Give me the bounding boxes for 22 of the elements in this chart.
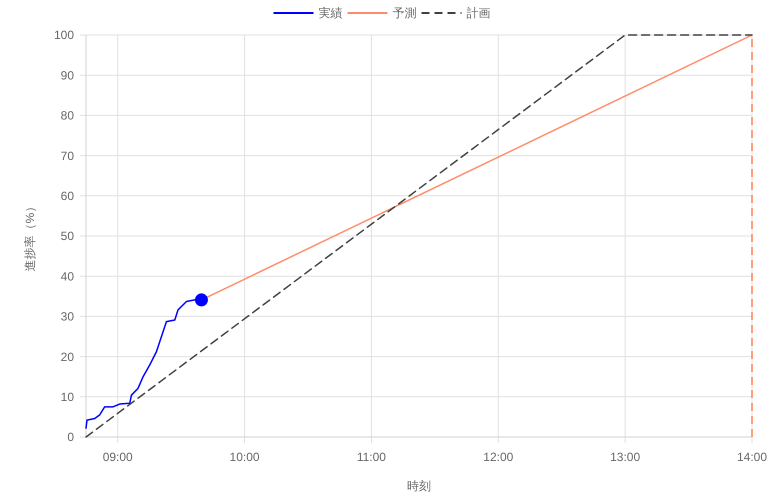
y-tick-label: 100: [54, 28, 74, 42]
x-axis-title: 時刻: [407, 479, 431, 493]
x-tick-label: 12:00: [483, 450, 514, 464]
x-tick-label: 10:00: [230, 450, 260, 464]
x-tick-label: 13:00: [610, 450, 640, 464]
x-tick-label: 11:00: [356, 450, 386, 464]
y-tick-label: 20: [60, 350, 74, 364]
y-tick-label: 60: [60, 189, 74, 203]
x-tick-label: 14:00: [736, 450, 768, 464]
y-axis-title: 進捗率（%）: [23, 200, 37, 272]
x-tick-label: 09:00: [102, 450, 134, 464]
y-tick-label: 70: [60, 148, 74, 163]
y-tick-label: 10: [60, 390, 74, 404]
y-tick-label: 90: [60, 68, 74, 82]
y-tick-label: 40: [60, 269, 74, 284]
legend-label: 計画: [466, 6, 490, 20]
legend-label: 実績: [318, 6, 342, 20]
y-tick-label: 50: [60, 229, 74, 244]
legend-label: 予測: [392, 6, 416, 20]
y-tick-label: 30: [60, 310, 74, 324]
y-tick-label: 80: [60, 108, 74, 123]
y-tick-label: 0: [67, 430, 74, 444]
